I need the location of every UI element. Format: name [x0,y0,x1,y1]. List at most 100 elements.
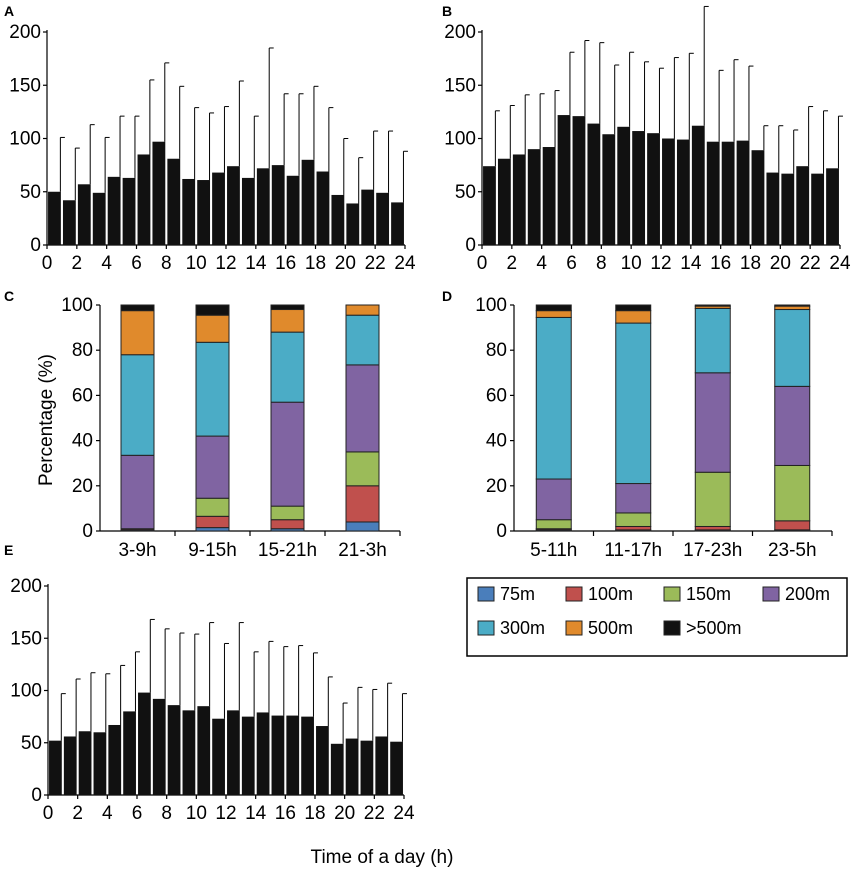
bar-a [62,200,76,245]
bar-a [182,178,196,245]
x-tick-label-a: 24 [394,253,416,274]
y-tick-label-b: 200 [444,22,476,43]
bar-b [557,115,571,245]
bar-e [345,738,359,795]
stack-segment-c-300m [270,331,305,403]
legend-swatch [477,620,495,636]
x-tick-label-a: 18 [305,253,326,274]
x-tick-label-e: 0 [43,803,54,824]
panel-label-b: B [442,3,452,19]
y-tick-label-d: 40 [486,431,507,452]
stack-segment-d-150m [694,471,731,527]
panel-label-e: E [4,542,13,558]
stack-segment-d-200m [694,372,731,473]
x-tick-label-b: 18 [740,253,761,274]
x-tick-label-b: 16 [710,253,731,274]
x-tick-label-a: 2 [72,253,83,274]
bar-b [512,154,526,245]
y-tick-label-b: 150 [444,75,476,96]
stack-segment-c-500m [345,304,380,316]
stack-segment-d-150m [774,464,811,522]
bar-b [647,133,660,245]
stack-segment-c-gt500m [195,304,230,316]
legend-swatch [762,586,780,602]
bar-a [107,176,121,245]
bar-b [676,139,690,245]
x-tick-label-d: 23-5h [768,540,817,561]
bar-b [527,149,541,245]
x-tick-label-b: 2 [507,253,518,274]
bar-b [811,173,825,245]
stack-segment-d-100m [694,525,731,531]
stack-segment-c-gt500m [270,304,305,311]
bar-e [256,712,270,795]
y-tick-label-e: 100 [10,681,42,702]
bar-b [483,166,496,245]
stack-segment-c-75m [345,521,380,532]
bar-a [167,158,181,245]
legend-label: 200m [785,584,830,604]
x-tick-label-b: 22 [800,253,821,274]
stack-segment-c-100m [345,485,380,523]
bar-e [78,731,92,795]
x-tick-label-a: 16 [275,253,296,274]
bar-e [390,741,403,795]
bar-e [212,718,225,795]
y-tick-label-a: 50 [20,182,41,203]
y-tick-label-e: 200 [10,576,42,597]
y-tick-label-c: 80 [72,340,93,361]
y-tick-label-d: 80 [486,340,507,361]
stack-segment-d-150m [535,519,572,530]
x-tick-label-a: 0 [42,253,53,274]
y-tick-label-a: 0 [30,235,41,256]
x-tick-label-a: 4 [101,253,112,274]
stack-segment-d-gt500m [535,304,572,312]
stack-segment-c-300m [345,314,380,366]
x-tick-label-e: 14 [245,803,267,824]
stack-segment-d-gt500m [615,304,652,312]
y-tick-label-a: 150 [9,75,41,96]
bar-b [632,131,646,245]
bar-a [227,166,240,245]
y-tick-label-d: 60 [486,385,507,406]
y-tick-label-c: 0 [82,521,93,542]
stack-segment-d-300m [694,307,731,374]
panel-label-d: D [442,288,452,304]
x-tick-label-b: 14 [680,253,702,274]
y-tick-label-a: 200 [9,22,41,43]
bar-a [286,175,300,245]
legend-swatch [477,586,495,602]
y-tick-label-d: 100 [475,295,507,316]
bar-a [241,177,255,245]
legend-label: 300m [500,618,545,638]
stack-segment-c-200m [195,435,230,499]
stack-segment-c-100m [195,515,230,529]
bar-a [197,180,211,245]
stack-segment-c-500m [270,309,305,333]
x-tick-label-a: 14 [245,253,267,274]
legend-label: 75m [500,584,535,604]
stack-segment-d-100m [615,525,652,531]
bar-a [92,192,106,245]
bar-e [138,692,151,795]
stack-segment-c-200m [270,401,305,507]
bar-b [572,116,586,245]
bar-b [751,150,765,245]
y-tick-label-c: 20 [72,476,93,497]
stack-segment-c-150m [195,497,230,517]
bar-e [152,698,166,795]
stack-segment-c-300m [120,354,155,456]
x-axis-title: Time of a day (h) [311,847,454,868]
y-tick-label-b: 0 [465,235,476,256]
y-tick-label-c: 40 [72,431,93,452]
x-tick-label-c: 9-15h [188,540,237,561]
legend-label: >500m [686,618,742,638]
stack-segment-c-500m [195,314,230,343]
stack-segment-d-300m [774,309,811,387]
stack-segment-c-500m [120,310,155,356]
bar-e [316,726,329,795]
stack-segment-c-100m [270,519,305,530]
bar-b [826,168,839,245]
